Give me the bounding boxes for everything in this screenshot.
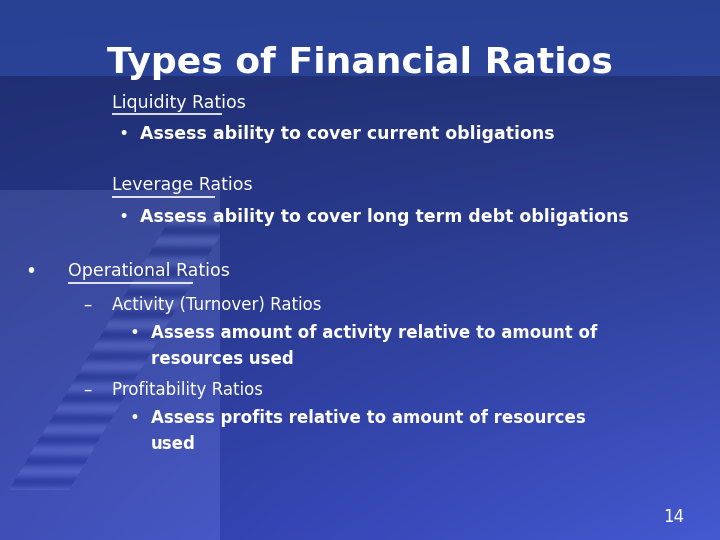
Text: Activity (Turnover) Ratios: Activity (Turnover) Ratios [112,296,321,314]
Text: –: – [83,296,91,314]
Text: Operational Ratios: Operational Ratios [68,262,230,280]
Text: Assess ability to cover long term debt obligations: Assess ability to cover long term debt o… [140,208,629,226]
Text: •: • [130,409,140,427]
Text: •: • [119,125,129,143]
Text: Liquidity Ratios: Liquidity Ratios [112,93,246,112]
Text: Profitability Ratios: Profitability Ratios [112,381,263,399]
Text: •: • [119,208,129,226]
Text: •: • [130,324,140,342]
Text: Assess amount of activity relative to amount of: Assess amount of activity relative to am… [151,324,598,342]
Text: Types of Financial Ratios: Types of Financial Ratios [107,46,613,80]
Bar [0,0,720,76]
Text: 14: 14 [663,509,684,526]
Text: Assess profits relative to amount of resources: Assess profits relative to amount of res… [151,409,586,427]
Text: –: – [83,381,91,399]
Text: Leverage Ratios: Leverage Ratios [112,176,252,194]
Text: used: used [151,435,196,453]
Text: •: • [25,261,36,281]
Text: resources used: resources used [151,350,294,368]
Text: Assess ability to cover current obligations: Assess ability to cover current obligati… [140,125,555,143]
